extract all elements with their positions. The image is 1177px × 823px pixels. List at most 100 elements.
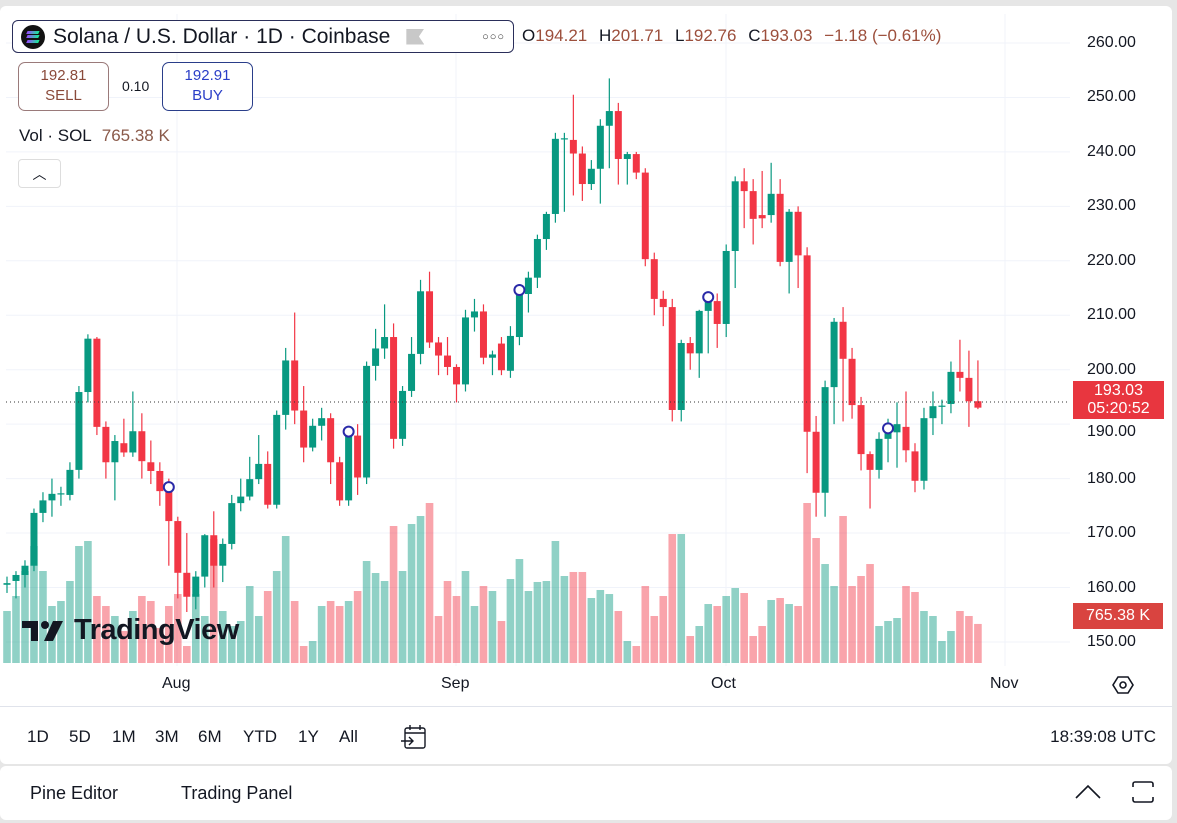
chevron-up-icon[interactable] [1074,782,1102,802]
bar-countdown: 05:20:52 [1087,400,1150,417]
event-marker-icon[interactable] [882,422,895,435]
flag-icon[interactable] [406,28,425,45]
volume-bar [353,591,362,663]
candle-body [327,418,335,463]
candle-body [893,424,901,433]
tradingview-wordmark: TradingView [74,614,239,646]
range-6m[interactable]: 6M [198,727,222,746]
volume-bar [614,611,623,663]
event-marker-icon[interactable] [342,425,355,438]
candle-body [12,574,20,581]
low-label: L [674,26,685,45]
volume-bar [722,596,730,663]
tab-pine-editor[interactable]: Pine Editor [30,783,119,803]
candle-body [740,181,748,192]
volume-bar [902,586,910,663]
candle-body [273,414,281,505]
candle-body [641,172,649,260]
volume-legend[interactable]: Vol · SOL 765.38 K [19,126,170,146]
candle-body [426,291,434,343]
current-price-tag: 193.03 05:20:52 [1073,381,1164,419]
maximize-icon[interactable] [1130,779,1156,805]
candle-body [704,301,712,311]
volume-bar [183,646,191,663]
volume-label: Vol · SOL [19,126,92,145]
candle-body [938,405,946,407]
range-1y[interactable]: 1Y [298,727,319,746]
candle-body [533,239,541,278]
candle-body [21,565,29,575]
ellipsis-icon[interactable]: ○○○ [482,30,505,43]
spread-value: 0.10 [122,78,150,94]
volume-bar [443,581,452,663]
event-marker-icon[interactable] [162,481,175,494]
tradingview-logo-icon [22,620,63,641]
volume-bar [560,576,569,663]
symbol-legend[interactable]: Solana / U.S. Dollar · 1D · Coinbase ○○○ [12,20,514,53]
range-5d[interactable]: 5D [69,727,91,746]
candle-body [201,535,209,577]
volume-bar [803,503,811,663]
candle-body [596,125,604,169]
volume-bar [740,593,748,663]
range-ytd[interactable]: YTD [243,727,277,746]
volume-bar [344,601,353,663]
price-chart[interactable] [0,6,1172,706]
candle-body [947,371,955,405]
candle-body [390,337,398,439]
symbol-title[interactable]: Solana / U.S. Dollar · 1D · Coinbase [53,24,391,48]
volume-bar [326,601,335,663]
volume-bar [111,616,119,663]
price-axis-label: 230.00 [1087,197,1136,215]
volume-bar [857,576,865,663]
volume-bar [488,591,497,663]
volume-bar [200,616,209,663]
volume-bar [272,571,281,663]
time-axis-label: Sep [441,675,470,692]
price-axis-label: 250.00 [1087,88,1136,106]
volume-bar [3,611,11,663]
sell-button[interactable]: 192.81 SELL [18,62,109,111]
candle-body [30,512,38,566]
volume-bar [84,541,92,663]
settings-icon[interactable] [1112,674,1134,696]
candle-body [794,211,802,256]
candle-body [587,168,595,185]
collapse-legend-button[interactable]: ︿ [18,159,61,188]
utc-clock[interactable]: 18:39:08 UTC [1050,727,1156,746]
volume-bar [497,621,506,663]
low-value: 192.76 [684,26,737,45]
range-1d[interactable]: 1D [27,727,49,746]
event-marker-icon[interactable] [513,284,526,297]
candle-body [291,360,299,411]
range-all[interactable]: All [339,727,358,746]
range-1m[interactable]: 1M [112,727,136,746]
volume-bar [839,516,847,663]
high-label: H [598,26,612,45]
volume-bar [57,601,65,663]
candle-body [183,572,191,597]
open-label: O [522,26,536,45]
candle-body [120,443,128,453]
candle-body [668,307,676,410]
candle-body [758,215,766,219]
candle-body [237,496,245,504]
tradingview-logo[interactable]: TradingView [22,614,239,647]
volume-bar [209,539,218,663]
volume-bar [398,571,407,663]
volume-bar [281,536,290,663]
volume-bar [695,626,704,663]
go-to-date-icon[interactable] [400,723,428,751]
candle-body [102,426,110,463]
volume-bar [947,631,955,663]
tab-trading-panel[interactable]: Trading Panel [181,783,293,803]
candle-body [839,321,847,359]
buy-button[interactable]: 192.91 BUY [162,62,253,111]
volume-bar [911,591,919,663]
chart-panel[interactable]: Solana / U.S. Dollar · 1D · Coinbase ○○○… [0,6,1172,764]
event-marker-icon[interactable] [702,291,715,304]
range-3m[interactable]: 3M [155,727,179,746]
price-axis-label: 150.00 [1087,632,1136,650]
candle-body [363,365,371,478]
volume-bar [93,596,101,663]
